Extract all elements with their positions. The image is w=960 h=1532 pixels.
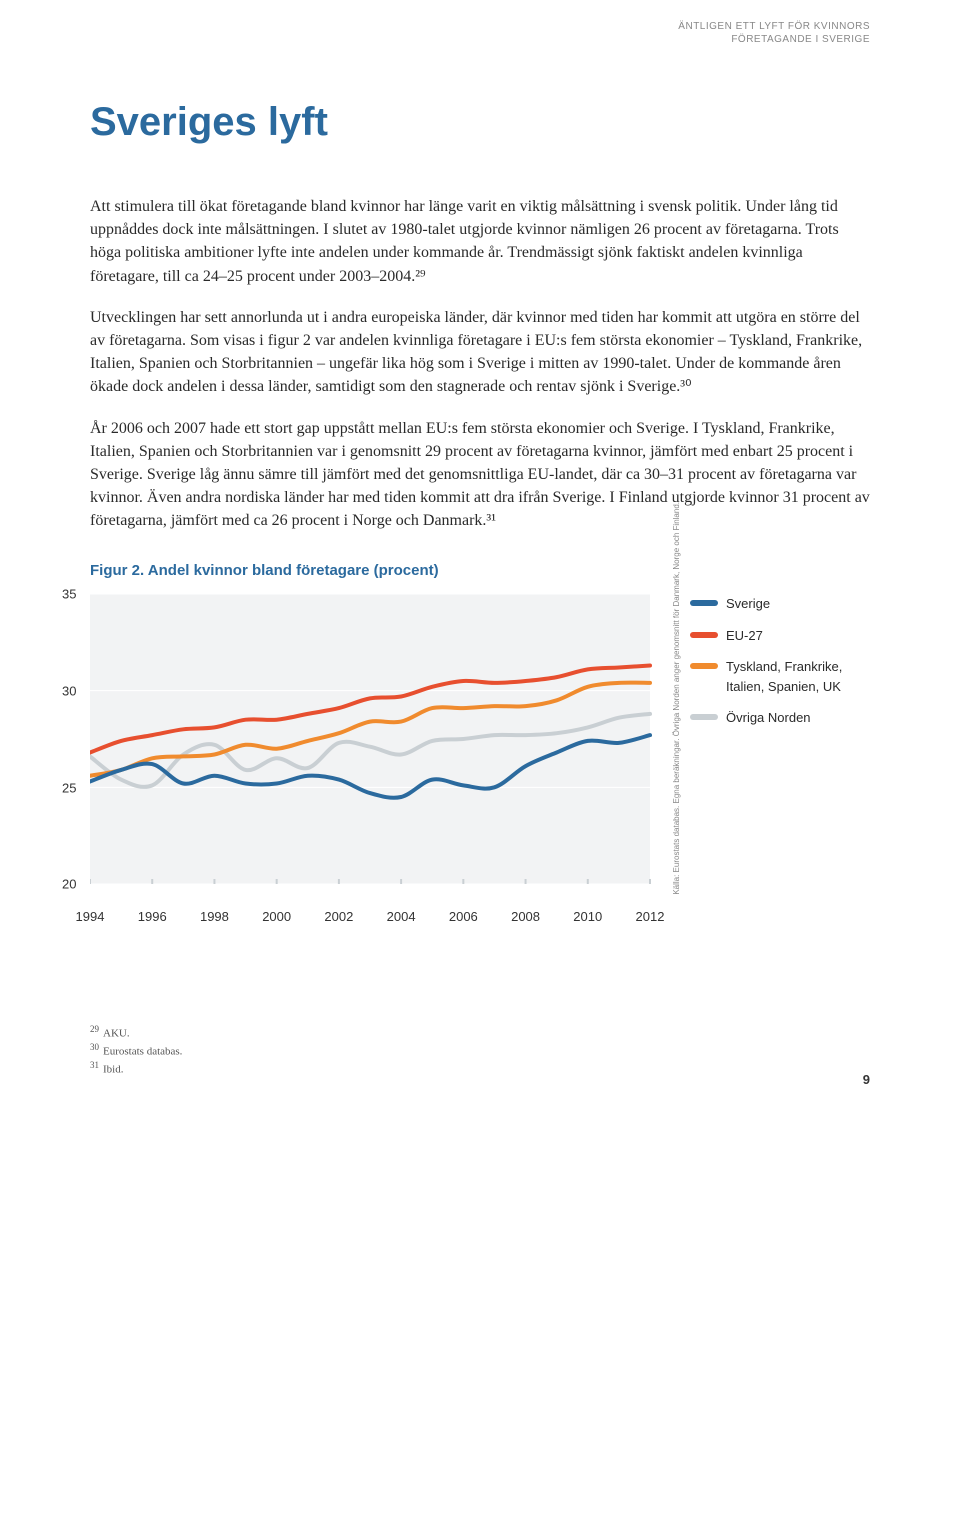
x-axis-tick: 2012 bbox=[636, 909, 665, 924]
legend-label: Tyskland, Frankrike, Italien, Spanien, U… bbox=[726, 657, 870, 696]
legend-swatch bbox=[690, 663, 718, 669]
legend-label: Övriga Norden bbox=[726, 708, 811, 728]
body-paragraph: Utvecklingen har sett annorlunda ut i an… bbox=[90, 306, 870, 399]
legend-item: Tyskland, Frankrike, Italien, Spanien, U… bbox=[690, 657, 870, 696]
body-paragraph: År 2006 och 2007 hade ett stort gap upps… bbox=[90, 417, 870, 533]
legend-label: Sverige bbox=[726, 594, 770, 614]
chart-source: Källa: Eurostats databas. Egna beräkning… bbox=[672, 502, 682, 895]
header-line2: FÖRETAGANDE I SVERIGE bbox=[731, 34, 870, 45]
footnote: 30Eurostats databas. bbox=[90, 1042, 870, 1058]
y-axis-tick: 25 bbox=[62, 780, 76, 795]
legend-swatch bbox=[690, 714, 718, 720]
chart-svg bbox=[90, 594, 670, 904]
legend-swatch bbox=[690, 600, 718, 606]
body-paragraph: Att stimulera till ökat företagande blan… bbox=[90, 195, 870, 288]
footnote: 29AKU. bbox=[90, 1024, 870, 1040]
x-axis-tick: 1996 bbox=[138, 909, 167, 924]
legend-label: EU-27 bbox=[726, 626, 763, 646]
chart-legend: Sverige EU-27 Tyskland, Frankrike, Italien… bbox=[690, 594, 870, 904]
x-axis-tick: 2006 bbox=[449, 909, 478, 924]
footnotes: 29AKU. 30Eurostats databas. 31Ibid. bbox=[90, 1024, 870, 1075]
figure-title: Figur 2. Andel kvinnor bland företagare … bbox=[90, 562, 870, 579]
y-axis-tick: 30 bbox=[62, 684, 76, 699]
page-number: 9 bbox=[863, 1072, 870, 1087]
x-axis-tick: 1994 bbox=[76, 909, 105, 924]
x-axis-tick: 2002 bbox=[324, 909, 353, 924]
running-header: ÄNTLIGEN ETT LYFT FÖR KVINNORS FÖRETAGAN… bbox=[678, 20, 870, 46]
legend-item: Övriga Norden bbox=[690, 708, 870, 728]
legend-swatch bbox=[690, 632, 718, 638]
x-axis-tick: 1998 bbox=[200, 909, 229, 924]
x-axis-tick: 2008 bbox=[511, 909, 540, 924]
y-axis-tick: 20 bbox=[62, 877, 76, 892]
legend-item: EU-27 bbox=[690, 626, 870, 646]
x-axis-tick: 2010 bbox=[573, 909, 602, 924]
legend-item: Sverige bbox=[690, 594, 870, 614]
page-title: Sveriges lyft bbox=[90, 100, 870, 145]
figure-container: 20253035 1994199619982000200220042006200… bbox=[90, 594, 870, 904]
y-axis-tick: 35 bbox=[62, 587, 76, 602]
x-axis-tick: 2000 bbox=[262, 909, 291, 924]
footnote: 31Ibid. bbox=[90, 1060, 870, 1076]
header-line1: ÄNTLIGEN ETT LYFT FÖR KVINNORS bbox=[678, 21, 870, 32]
x-axis-tick: 2004 bbox=[387, 909, 416, 924]
line-chart: 20253035 1994199619982000200220042006200… bbox=[90, 594, 670, 904]
